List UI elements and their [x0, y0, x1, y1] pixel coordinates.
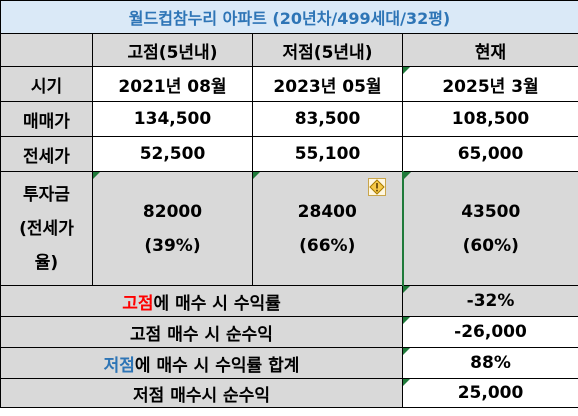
invest-label-line-3: 율) — [34, 252, 59, 273]
sale-row: 매매가 134,500 83,500 108,500 — [0, 101, 578, 137]
header-blank-cell[interactable] — [0, 33, 93, 67]
header-high-cell[interactable]: 고점(5년내) — [92, 33, 253, 67]
header-current-cell[interactable]: 현재 — [401, 33, 578, 67]
jeonse-current-cell[interactable]: 65,000 — [401, 136, 578, 172]
summary-value-cell[interactable]: -26,000 — [401, 316, 578, 348]
cell-error-indicator-icon — [93, 172, 100, 179]
header-high: 고점(5년내) — [127, 42, 218, 63]
jeonse-label: 전세가 — [23, 146, 70, 167]
header-row: 고점(5년내) 저점(5년내) 현재 — [0, 33, 578, 67]
invest-label-line-1: 투자금 — [23, 184, 70, 205]
summary-value-cell[interactable]: -32% — [401, 285, 578, 317]
period-low-cell[interactable]: 2023년 05월 — [252, 66, 403, 102]
invest-high-amount: 82000 — [142, 201, 203, 222]
invest-low-cell[interactable]: 28400 (66%) — [252, 171, 403, 286]
sale-current-cell[interactable]: 108,500 — [401, 101, 578, 137]
cell-error-indicator-icon — [403, 317, 410, 324]
period-label-cell[interactable]: 시기 — [0, 66, 93, 102]
jeonse-low-cell[interactable]: 55,100 — [252, 136, 403, 172]
sale-high-cell[interactable]: 134,500 — [92, 101, 253, 137]
table-title-cell[interactable]: 월드컵참누리 아파트 (20년차/499세대/32평) — [0, 0, 578, 34]
jeonse-row: 전세가 52,500 55,100 65,000 — [0, 136, 578, 172]
cell-error-indicator-icon — [403, 286, 410, 293]
summary-value-cell[interactable]: 88% — [401, 347, 578, 379]
invest-high-cell[interactable]: 82000 (39%) — [92, 171, 253, 286]
invest-current-pct: (60%) — [462, 235, 519, 256]
summary-row: 저점 매수시 순수익 25,000 — [0, 378, 578, 408]
summary-label-cell[interactable]: 고점 매수 시 순수익 — [0, 316, 403, 348]
summary-row: 고점에 매수 시 수익률 -32% — [0, 285, 578, 317]
sale-low-cell[interactable]: 83,500 — [252, 101, 403, 137]
summary-label-cell[interactable]: 저점에 매수 시 수익률 합계 — [0, 347, 403, 379]
invest-low-pct: (66%) — [299, 235, 356, 256]
invest-high-pct: (39%) — [144, 235, 201, 256]
jeonse-high-cell[interactable]: 52,500 — [92, 136, 253, 172]
sale-label-cell[interactable]: 매매가 — [0, 101, 93, 137]
title-row: 월드컵참누리 아파트 (20년차/499세대/32평) — [0, 0, 578, 34]
summary-value: -32% — [466, 291, 515, 311]
summary-value-cell[interactable]: 25,000 — [401, 378, 578, 408]
warning-icon[interactable] — [367, 178, 386, 196]
summary-value: 88% — [470, 353, 511, 373]
invest-row: 투자금 (전세가 율) 82000 (39%) 28400 (66%) 4350… — [0, 171, 578, 286]
jeonse-current: 65,000 — [457, 144, 524, 164]
period-current-cell[interactable]: 2025년 3월 — [401, 66, 578, 102]
period-row: 시기 2021년 08월 2023년 05월 2025년 3월 — [0, 66, 578, 102]
cell-error-indicator-icon — [403, 67, 410, 74]
invest-current-amount: 43500 — [461, 201, 521, 222]
summary-row: 고점 매수 시 순수익 -26,000 — [0, 316, 578, 348]
summary-value: -26,000 — [454, 322, 527, 342]
invest-label-line-2: (전세가 — [19, 218, 74, 239]
sale-high: 134,500 — [133, 109, 212, 129]
header-low: 저점(5년내) — [282, 42, 373, 63]
jeonse-label-cell[interactable]: 전세가 — [0, 136, 93, 172]
header-low-cell[interactable]: 저점(5년내) — [252, 33, 403, 67]
period-current: 2025년 3월 — [442, 76, 539, 97]
jeonse-high: 52,500 — [139, 144, 206, 164]
table-title: 월드컵참누리 아파트 (20년차/499세대/32평) — [128, 9, 451, 28]
cell-error-indicator-icon — [403, 172, 411, 179]
period-high-cell[interactable]: 2021년 08월 — [92, 66, 253, 102]
summary-label-rest: 에 매수 시 수익률 — [153, 293, 281, 314]
sale-label: 매매가 — [23, 111, 70, 132]
period-high: 2021년 08월 — [118, 76, 227, 97]
period-low: 2023년 05월 — [273, 76, 382, 97]
summary-value: 25,000 — [457, 383, 524, 403]
invest-low-amount: 28400 — [297, 201, 357, 222]
invest-label-cell[interactable]: 투자금 (전세가 율) — [0, 171, 93, 286]
jeonse-low: 55,100 — [294, 144, 361, 164]
summary-label-rest: 고점 매수 시 순수익 — [130, 324, 273, 345]
summary-row: 저점에 매수 시 수익률 합계 88% — [0, 347, 578, 379]
summary-label-colored: 저점 — [103, 355, 135, 376]
sale-low: 83,500 — [294, 109, 361, 129]
period-label: 시기 — [30, 76, 63, 97]
invest-current-cell[interactable]: 43500 (60%) — [401, 171, 578, 286]
sale-current: 108,500 — [451, 109, 530, 129]
summary-label-rest: 에 매수 시 수익률 합계 — [134, 355, 300, 376]
summary-label-rest: 저점 매수시 순수익 — [133, 385, 270, 406]
cell-error-indicator-icon — [253, 172, 260, 179]
cell-error-indicator-icon — [403, 348, 410, 355]
cell-error-indicator-icon — [403, 379, 410, 386]
summary-label-cell[interactable]: 고점에 매수 시 수익률 — [0, 285, 403, 317]
summary-label-colored: 고점 — [122, 293, 154, 314]
summary-label-cell[interactable]: 저점 매수시 순수익 — [0, 378, 403, 408]
header-current: 현재 — [474, 42, 507, 63]
